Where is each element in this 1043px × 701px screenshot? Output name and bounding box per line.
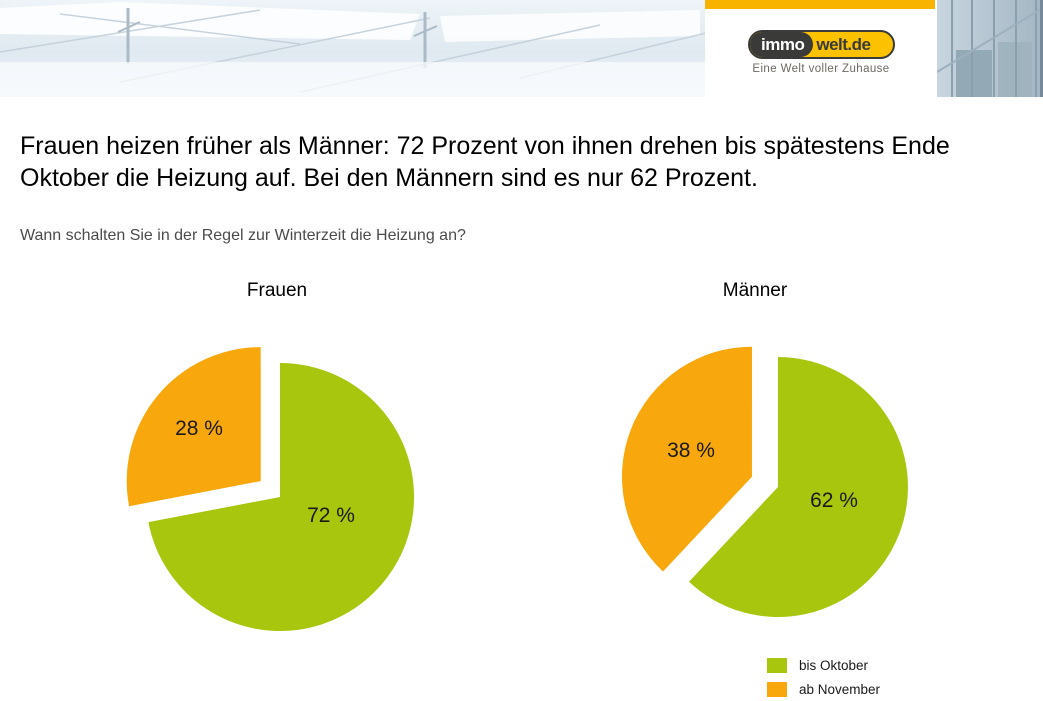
pie-value-label-frauen-ab-november: 28 % <box>175 417 223 440</box>
logo-tagline: Eine Welt voller Zuhause <box>752 63 890 75</box>
chart-title-maenner: Männer <box>722 280 788 301</box>
pie-value-label-männer-ab-november: 38 % <box>667 439 715 462</box>
immowelt-logo: immo welt.de <box>748 30 895 59</box>
survey-question: Wann schalten Sie in der Regel zur Winte… <box>20 227 466 244</box>
pie-slice-frauen-bis-oktober <box>148 363 415 632</box>
legend-swatch-bis-oktober <box>767 657 787 673</box>
chart-title-frauen: Frauen <box>246 280 308 301</box>
pie-value-label-frauen-bis-oktober: 72 % <box>307 504 355 527</box>
brand-yellow-bar <box>705 0 935 9</box>
legend-swatch-ab-november <box>767 681 787 697</box>
headline-line1: Frauen heizen früher als Männer: 72 Proz… <box>20 132 950 160</box>
legend-item-ab-november: ab November <box>767 681 880 697</box>
logo-panel: immo welt.de Eine Welt voller Zuhause <box>705 0 937 97</box>
logo-welt-text: welt.de <box>816 34 871 54</box>
pie-value-label-männer-bis-oktober: 62 % <box>810 489 858 512</box>
pie-slice-frauen-ab-november <box>126 347 261 507</box>
skylight-panels <box>0 0 1022 42</box>
pie-slice-männer-ab-november <box>621 346 752 572</box>
legend-label-bis-oktober: bis Oktober <box>799 657 869 673</box>
glass-facade-right <box>935 0 1043 97</box>
headline-line2: Oktober die Heizung auf. Bei den Männern… <box>20 164 758 192</box>
logo-immo-text: immo <box>750 32 814 57</box>
legend-label-ab-november: ab November <box>799 681 881 697</box>
pie-slice-männer-bis-oktober <box>689 357 908 617</box>
legend-item-bis-oktober: bis Oktober <box>767 657 880 673</box>
chart-legend: bis Oktober ab November <box>767 657 880 701</box>
headline: Frauen heizen früher als Männer: 72 Proz… <box>20 130 985 194</box>
